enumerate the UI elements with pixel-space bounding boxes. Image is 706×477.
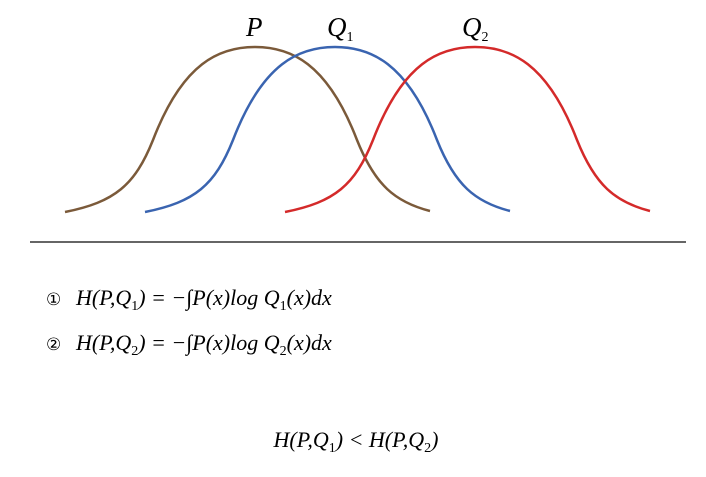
conclusion: H(P,Q1) < H(P,Q2) bbox=[273, 427, 439, 456]
curve-q1 bbox=[144, 45, 511, 214]
eq-part: H(P,Q bbox=[75, 330, 131, 355]
equation: H(P,Q1) = −∫P(x)log Q1(x)dx bbox=[75, 285, 332, 314]
label-sub: 1 bbox=[347, 30, 354, 45]
marker: ① bbox=[46, 290, 61, 310]
curve-q2 bbox=[284, 45, 651, 214]
eq-part: H(P,Q bbox=[75, 285, 131, 310]
eq-part: ) = −∫P(x)log Q bbox=[136, 330, 280, 356]
eq-sub: 2 bbox=[280, 344, 287, 359]
eq-sub: 2 bbox=[424, 441, 431, 456]
label-q1: Q1 bbox=[327, 12, 354, 45]
label-sub: 2 bbox=[482, 30, 489, 45]
eq-sub: 2 bbox=[131, 344, 138, 359]
label-q2: Q2 bbox=[462, 12, 489, 45]
marker: ② bbox=[46, 335, 61, 355]
eq-part: H(P,Q bbox=[273, 427, 329, 452]
label-name: Q bbox=[462, 12, 482, 42]
eq-part: (x)dx bbox=[287, 330, 332, 355]
eq-sub: 1 bbox=[329, 441, 336, 456]
equation: H(P,Q2) = −∫P(x)log Q2(x)dx bbox=[75, 330, 332, 359]
eq-part: (x)dx bbox=[287, 285, 332, 310]
eq-part: ) = −∫P(x)log Q bbox=[136, 285, 280, 311]
curve-p bbox=[64, 45, 431, 214]
label-name: Q bbox=[327, 12, 347, 42]
eq-sub: 1 bbox=[131, 299, 138, 314]
label-p: P bbox=[245, 12, 263, 42]
eq-sub: 1 bbox=[280, 299, 287, 314]
eq-part: ) < H(P,Q bbox=[334, 427, 424, 452]
eq-part: ) bbox=[429, 427, 438, 452]
